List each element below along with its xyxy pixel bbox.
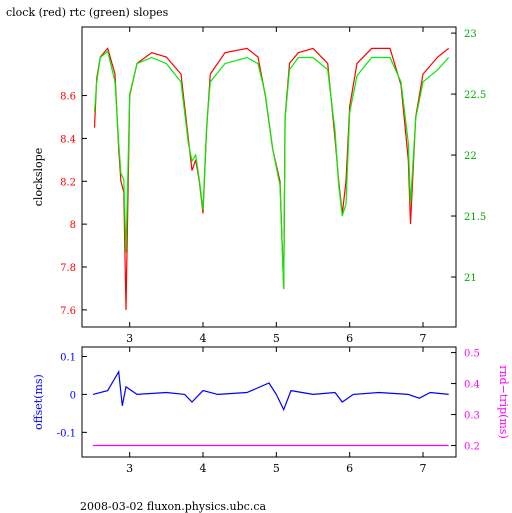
top-series-rtc-line [93, 50, 450, 290]
top-x-tick-label: 7 [420, 332, 427, 345]
bottom-x-tick-label: 4 [200, 462, 207, 475]
bottom-y2-tick-label: 0.5 [464, 349, 480, 360]
bottom-y2-tick-label: 0.2 [464, 442, 480, 453]
top-series-layer [93, 47, 450, 310]
bottom-y2-tick-label: 0.4 [464, 380, 480, 391]
bottom-x-tick-label: 3 [126, 462, 133, 475]
top-y2-tick-label: 21 [464, 273, 477, 284]
bottom-y-ticks: -0.1 0 0.1 [57, 352, 87, 439]
bottom-x-tick-label: 6 [346, 462, 353, 475]
top-y2-tick-label: 22.5 [464, 90, 486, 101]
top-y-tick-label: 8.4 [60, 134, 76, 145]
bottom-plot-frame [81, 346, 457, 458]
bottom-x-tick-label: 7 [420, 462, 427, 475]
top-y-axis-label: clockslope [32, 148, 45, 206]
top-x-tick-label: 5 [273, 332, 280, 345]
top-y-tick-label: 8.2 [60, 177, 76, 188]
bottom-y2-axis-label: rnd−trip(ms) [497, 365, 510, 439]
bottom-series-layer [92, 369, 449, 447]
top-y-tick-label: 8 [70, 220, 76, 231]
bottom-series-offset-line [92, 369, 449, 412]
top-y-tick-label: 8.6 [60, 92, 76, 103]
footer-caption: 2008-03-02 fluxon.physics.ubc.ca [80, 500, 267, 513]
top-series-clock-line [93, 47, 450, 310]
page-title: clock (red) rtc (green) slopes [6, 6, 169, 19]
bottom-y-tick-label: 0.1 [60, 352, 76, 363]
top-y2-tick-label: 22 [464, 151, 477, 162]
top-plot-frame [81, 26, 457, 328]
top-y-tick-label: 7.6 [60, 306, 76, 317]
top-y-tick-label: 7.8 [60, 263, 76, 274]
bottom-y-tick-label: 0 [70, 390, 76, 401]
bottom-x-ticks: 3 4 5 6 7 [126, 347, 427, 475]
bottom-y-tick-label: -0.1 [57, 428, 76, 439]
bottom-x-tick-label: 5 [273, 462, 280, 475]
bottom-panel: 3 4 5 6 7 -0.1 0 0.1 0.2 0.3 0.4 0.5 offset(ms) r… [32, 346, 510, 475]
bottom-y-axis-label: offset(ms) [32, 374, 45, 430]
top-y2-tick-label: 21.5 [464, 212, 486, 223]
top-y2-tick-label: 23 [464, 29, 477, 40]
top-x-ticks: 3 4 5 6 7 [126, 27, 427, 345]
bottom-y2-ticks: 0.2 0.3 0.4 0.5 [451, 349, 480, 453]
top-x-tick-label: 4 [200, 332, 207, 345]
top-x-tick-label: 6 [346, 332, 353, 345]
bottom-y2-tick-label: 0.3 [464, 411, 480, 422]
top-y-ticks: 7.6 7.8 8 8.2 8.4 8.6 [60, 92, 87, 317]
top-panel: 3 4 5 6 7 7.6 7.8 8 8.2 8.4 8.6 21 21.5 22 22.5 23 cl… [32, 26, 486, 345]
top-x-tick-label: 3 [126, 332, 133, 345]
top-y2-ticks: 21 21.5 22 22.5 23 [451, 29, 486, 284]
